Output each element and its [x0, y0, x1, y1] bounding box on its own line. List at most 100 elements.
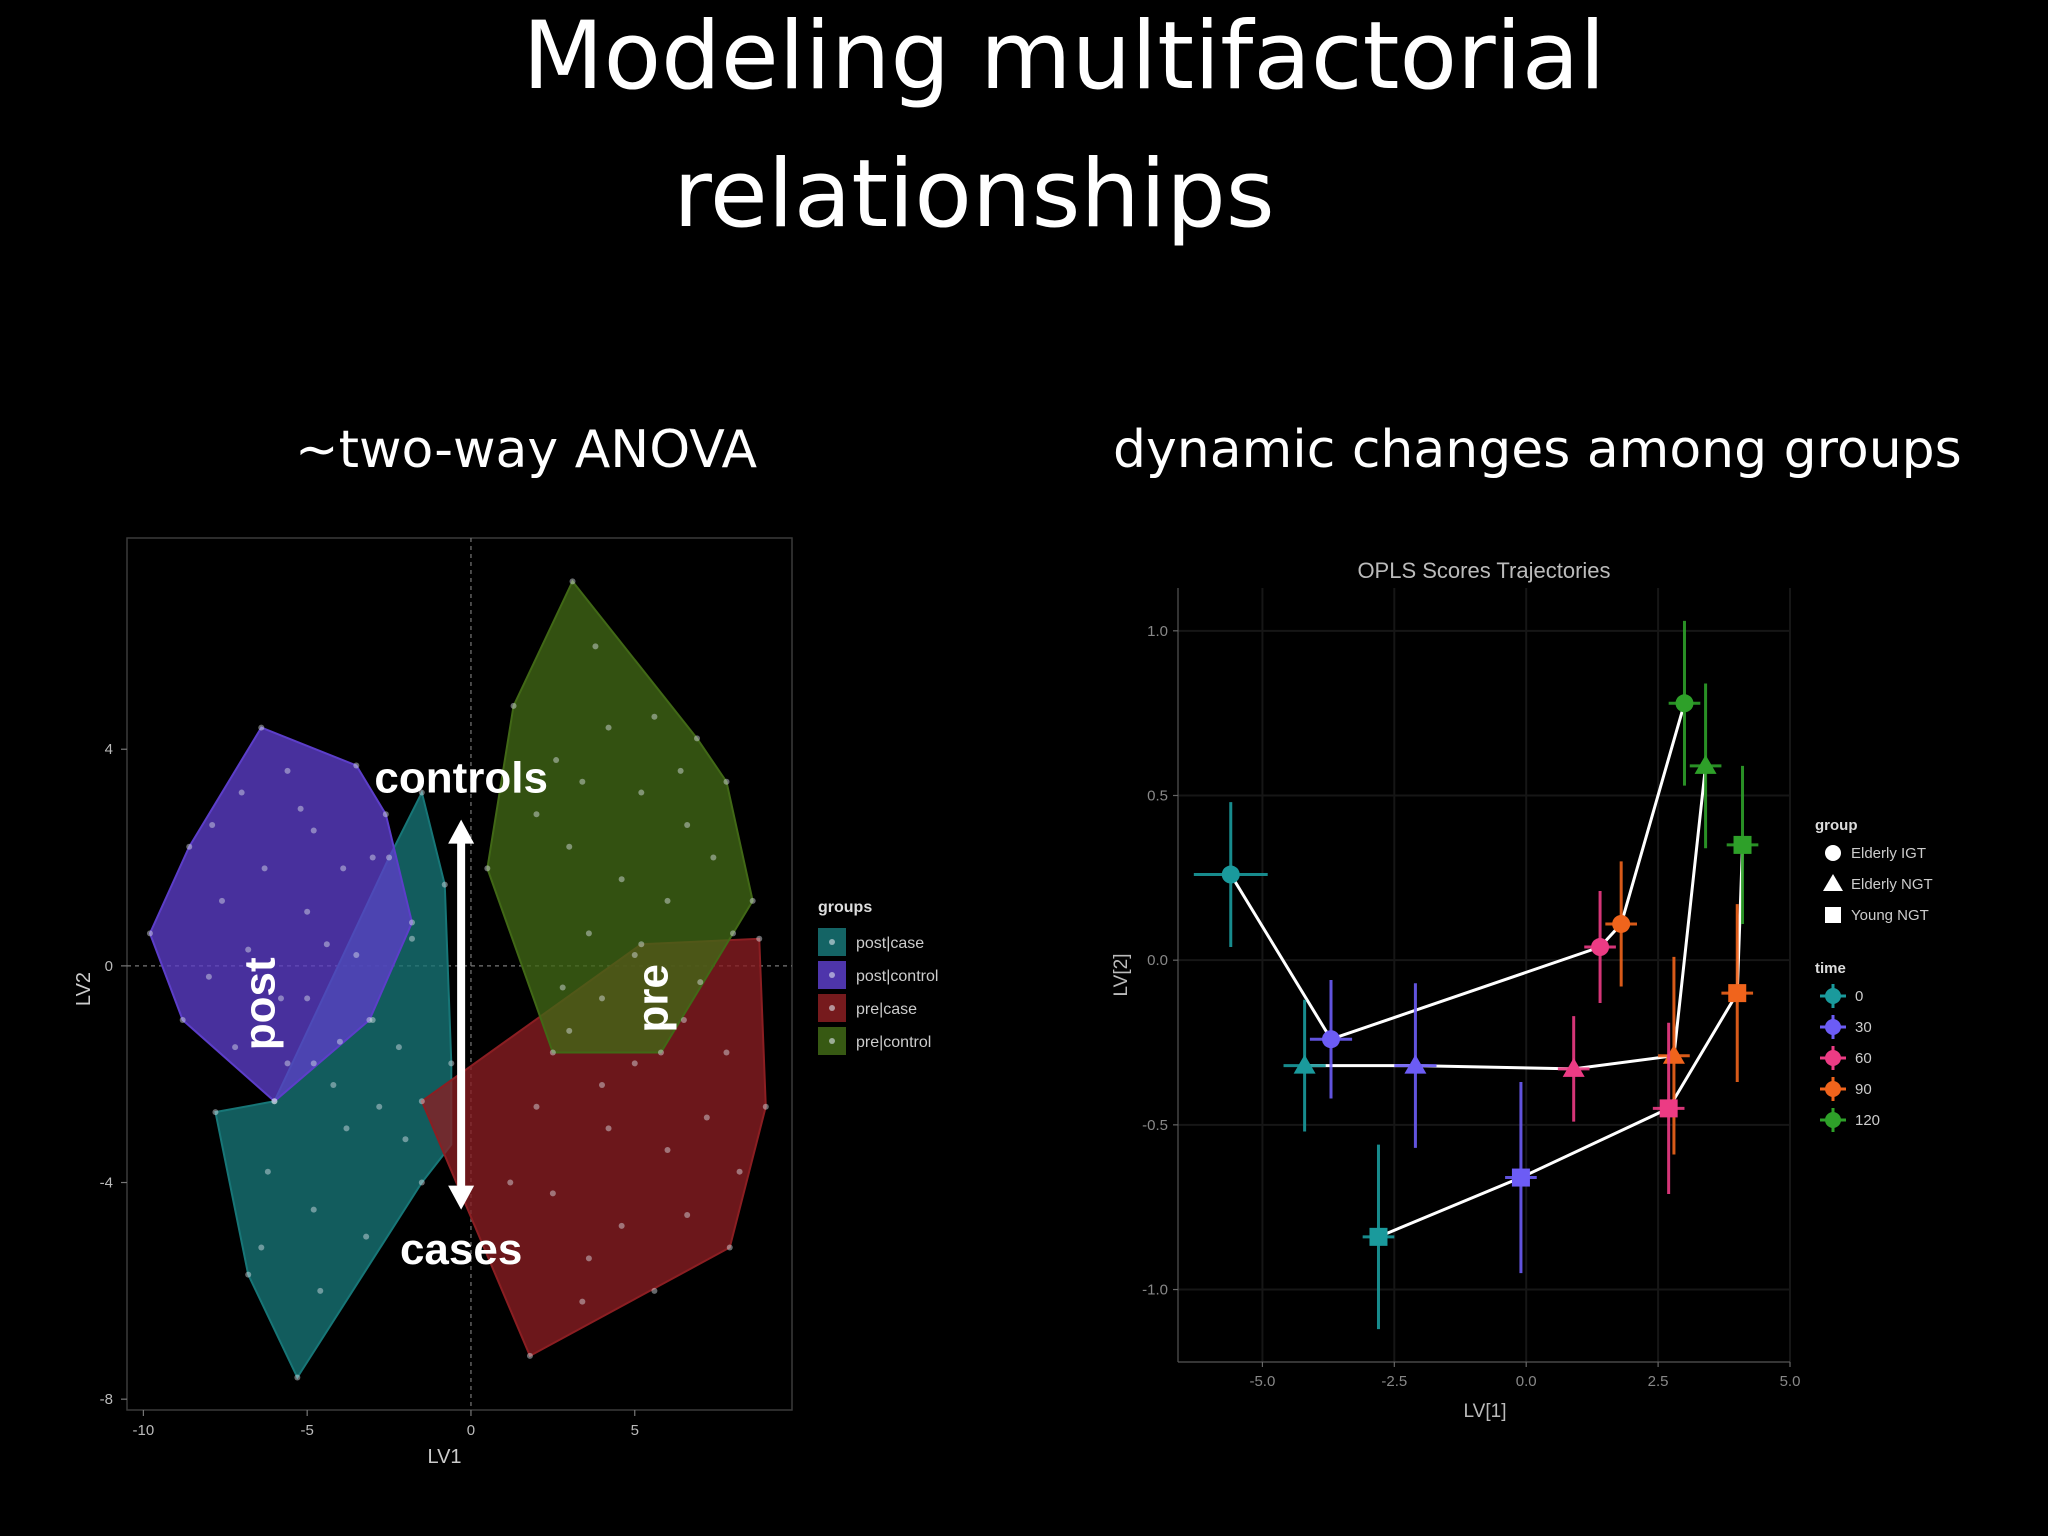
- annotation-controls: controls: [374, 754, 548, 803]
- point-post-control: [232, 1044, 239, 1051]
- legend-time-label-30: 30: [1855, 1019, 1872, 1036]
- point-post-control: [186, 843, 193, 850]
- legend-time-title: time: [1815, 960, 1846, 977]
- point-post-control: [251, 1027, 258, 1034]
- legend-title: groups: [818, 899, 872, 916]
- point-pre-case: [631, 1060, 638, 1067]
- point-pre-case: [579, 1298, 586, 1305]
- marker-elderly-igt-t30: [1322, 1030, 1340, 1049]
- point-post-control: [340, 865, 347, 872]
- point-pre-case: [526, 1352, 533, 1359]
- y-tick-label: -4: [100, 1175, 113, 1192]
- slide-title-line2: relationships: [673, 140, 1275, 249]
- point-post-control: [179, 1017, 186, 1024]
- x-tick-label: 5.0: [1780, 1373, 1801, 1390]
- point-pre-case: [638, 941, 645, 948]
- legend-time-label-0: 0: [1855, 988, 1863, 1005]
- legend-swatch-dot: [829, 972, 835, 978]
- point-post-control: [219, 897, 225, 904]
- point-pre-control: [638, 789, 645, 796]
- legend-time-swatch-30: [1825, 1019, 1841, 1035]
- marker-elderly-igt-t90: [1612, 914, 1631, 933]
- point-post-case: [317, 1287, 324, 1294]
- trajectory-elderly-igt: [1229, 702, 1686, 1042]
- point-pre-control: [730, 930, 737, 937]
- point-post-case: [386, 854, 393, 861]
- point-pre-control: [484, 865, 491, 872]
- y-tick-label: 0.5: [1147, 787, 1168, 804]
- point-pre-control: [585, 930, 592, 937]
- y-axis-label: LV[2]: [1111, 954, 1132, 997]
- point-post-case: [212, 1109, 219, 1116]
- point-pre-case: [723, 1049, 730, 1056]
- point-post-control: [297, 805, 304, 812]
- point-post-control: [209, 822, 216, 829]
- legend-label-post-control: post|control: [856, 968, 938, 985]
- point-post-control: [261, 865, 268, 872]
- x-tick-label: -10: [133, 1422, 155, 1439]
- legend-time-swatch-0: [1825, 988, 1841, 1004]
- point-post-case: [294, 1374, 301, 1381]
- plot-panel: [126, 537, 793, 1411]
- point-post-case: [369, 1017, 376, 1024]
- point-post-case: [418, 789, 425, 796]
- point-pre-case: [697, 979, 704, 986]
- marker-young-ngt-t60: [1659, 1099, 1678, 1118]
- point-pre-control: [657, 1049, 664, 1056]
- point-pre-control: [579, 778, 586, 785]
- legend-group-title: group: [1815, 817, 1858, 834]
- point-pre-case: [664, 1147, 671, 1154]
- legend-time-swatch-90: [1825, 1081, 1841, 1097]
- y-tick-label: -1.0: [1142, 1282, 1168, 1299]
- point-post-control: [205, 973, 212, 980]
- point-pre-control: [694, 735, 700, 742]
- legend-swatch-dot: [829, 1005, 835, 1011]
- hull-post-case: [214, 789, 453, 1380]
- point-post-control: [366, 1017, 373, 1024]
- marker-young-ngt-t30: [1511, 1168, 1530, 1187]
- point-pre-case: [680, 1017, 687, 1024]
- marker-elderly-ngt-t30: [1404, 1054, 1427, 1074]
- legend-swatch-post-case: [818, 928, 846, 956]
- point-pre-control: [710, 854, 717, 861]
- marker-young-ngt-t90: [1728, 984, 1747, 1003]
- point-post-control: [310, 827, 317, 834]
- point-post-case: [264, 1168, 271, 1175]
- y-tick-label: 4: [105, 741, 113, 758]
- point-pre-control: [677, 767, 684, 774]
- point-post-control: [277, 995, 284, 1002]
- point-pre-case: [418, 1098, 425, 1105]
- legend-swatch-pre-case: [818, 994, 846, 1022]
- x-axis-label: LV[1]: [1464, 1401, 1507, 1422]
- trajectory-elderly-ngt: [1304, 765, 1708, 1071]
- right-chart-caption: dynamic changes among groups: [1113, 420, 1962, 480]
- point-pre-control: [723, 778, 730, 785]
- point-post-case: [409, 935, 415, 942]
- point-post-case: [304, 995, 311, 1002]
- point-pre-control: [592, 643, 599, 650]
- point-post-control: [310, 1060, 317, 1067]
- point-post-control: [284, 767, 291, 774]
- y-axis-label: LV2: [73, 972, 95, 1006]
- point-pre-case: [703, 1114, 710, 1121]
- point-pre-case: [507, 1179, 514, 1186]
- marker-elderly-ngt-t120: [1694, 754, 1717, 774]
- point-post-case: [284, 1060, 291, 1067]
- slide-title-line1: Modeling multifactorial: [522, 2, 1606, 111]
- point-post-case: [271, 1098, 278, 1105]
- hull-post-control: [148, 726, 414, 1103]
- direction-arrow-head-down: [448, 1185, 475, 1210]
- point-post-case: [310, 1206, 317, 1213]
- point-post-control: [323, 941, 330, 948]
- point-post-case: [376, 1103, 383, 1110]
- x-tick-label: 2.5: [1648, 1373, 1669, 1390]
- point-post-case: [363, 1233, 370, 1240]
- x-axis-label: LV1: [427, 1446, 461, 1468]
- legend-time-label-60: 60: [1855, 1050, 1872, 1067]
- point-post-case: [448, 1060, 455, 1067]
- legend-shape-elderly-ngt: [1823, 874, 1843, 891]
- legend-label-pre-case: pre|case: [856, 1001, 917, 1018]
- point-post-control: [146, 930, 153, 937]
- point-pre-case: [533, 1103, 540, 1110]
- x-tick-label: 0: [467, 1422, 475, 1439]
